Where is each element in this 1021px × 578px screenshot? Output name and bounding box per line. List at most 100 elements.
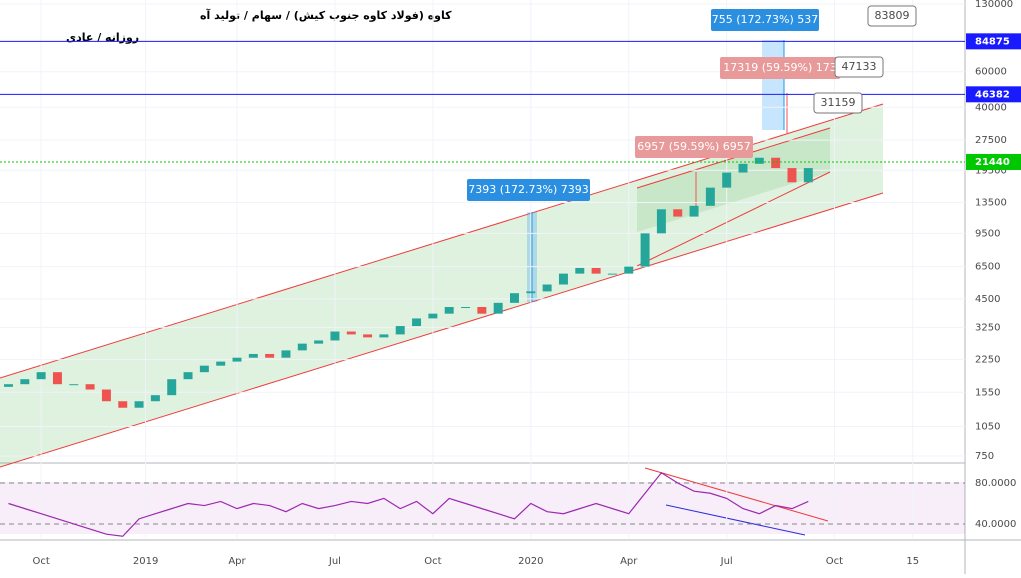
y-tick-label: 2250	[975, 355, 1000, 366]
candle	[738, 163, 748, 173]
candle	[477, 307, 487, 314]
y-tick-label: 60000	[975, 67, 1007, 78]
candle	[771, 157, 781, 169]
annotation-text: 53755 (172.73%) 53755	[698, 13, 833, 26]
candle	[183, 372, 193, 380]
candle	[575, 267, 585, 274]
y-tick-label: 1050	[975, 421, 1000, 432]
annotation-box	[635, 136, 753, 158]
candle	[428, 313, 438, 319]
candle	[150, 395, 160, 402]
y-tick-label: 19500	[975, 165, 1007, 176]
candle	[787, 168, 797, 183]
rsi-band	[0, 482, 965, 534]
candle	[52, 372, 62, 385]
candle	[101, 389, 111, 402]
channel-line	[636, 171, 831, 267]
candle	[754, 157, 764, 164]
annotation-text: 7393 (172.73%) 7393	[468, 183, 589, 196]
y-tick-label: 1550	[975, 387, 1000, 398]
chart-subtitle: روزانه / عادی	[66, 31, 139, 44]
trend-line	[644, 467, 829, 522]
channel-line	[0, 192, 884, 468]
candle	[20, 379, 30, 385]
candle	[232, 357, 242, 362]
rsi-tick-label: 80.0000	[975, 478, 1016, 489]
candle	[248, 353, 258, 358]
price-label: 84875	[975, 36, 1010, 47]
y-tick-label: 4500	[975, 294, 1000, 305]
rsi-tick-label: 40.0000	[975, 519, 1016, 530]
x-tick-label: Jul	[328, 556, 341, 567]
y-tick-label: 750	[975, 451, 994, 462]
x-tick-label: 2019	[133, 556, 158, 567]
price-label-box	[966, 86, 1021, 103]
channel-fill	[0, 104, 883, 467]
price-label: 46382	[975, 89, 1010, 100]
x-tick-label: Oct	[826, 556, 843, 567]
candle	[314, 340, 324, 344]
candle	[640, 233, 650, 267]
candle	[607, 273, 617, 275]
rsi-line	[8, 471, 809, 537]
channel-fill	[637, 128, 830, 232]
price-label-box	[966, 153, 1021, 170]
y-tick-label: 40000	[975, 102, 1007, 113]
candle	[395, 326, 405, 335]
candle	[69, 384, 79, 386]
chart-title: کاوه (فولاد کاوه جنوب کیش) / سهام / تولی…	[200, 8, 452, 22]
candle	[412, 318, 422, 327]
candle	[330, 331, 340, 341]
callout-text: 31159	[821, 96, 856, 109]
price-label-box	[966, 33, 1021, 50]
y-tick-label: 6500	[975, 262, 1000, 273]
candle	[36, 372, 46, 380]
annotation-box	[720, 57, 840, 79]
candle	[510, 293, 519, 303]
x-tick-label: Apr	[620, 556, 638, 567]
annotation-text: 6957 (59.59%) 6957	[637, 140, 751, 153]
candle	[803, 168, 813, 183]
y-tick-label: 27500	[975, 135, 1007, 146]
y-tick-label: 9500	[975, 228, 1000, 239]
candle	[444, 307, 454, 314]
candle	[167, 379, 177, 396]
candle	[493, 302, 503, 314]
price-label: 21440	[975, 157, 1010, 168]
candle	[526, 291, 536, 294]
candle	[673, 209, 683, 217]
candle	[118, 401, 128, 408]
annotation-box	[467, 179, 590, 201]
x-tick-label: Oct	[424, 556, 441, 567]
candle	[3, 384, 13, 387]
candle	[656, 209, 666, 234]
candle	[199, 365, 209, 373]
candle	[216, 361, 226, 366]
candle	[85, 384, 95, 390]
candle	[689, 205, 699, 217]
x-tick-label: Jul	[720, 556, 733, 567]
trend-line	[665, 504, 806, 536]
callout-box	[867, 5, 917, 27]
annotation-text: 17319 (59.59%) 173	[723, 61, 837, 74]
y-tick-label: 130000	[975, 0, 1013, 10]
candle	[297, 343, 307, 351]
y-tick-label: 13500	[975, 198, 1007, 209]
candle	[542, 284, 552, 292]
candle	[624, 266, 634, 274]
annotation-box	[711, 9, 819, 31]
candle	[281, 350, 291, 358]
measure-box	[762, 40, 784, 130]
candle	[134, 401, 144, 408]
candle	[558, 273, 568, 285]
candle	[363, 334, 373, 338]
candle	[379, 334, 389, 338]
x-tick-label: 15	[906, 556, 919, 567]
y-tick-label: 3250	[975, 322, 1000, 333]
callout-box	[813, 92, 863, 114]
candle	[591, 267, 601, 274]
x-tick-label: Apr	[228, 556, 246, 567]
callout-text: 47133	[842, 60, 877, 73]
callout-text: 83809	[875, 9, 910, 22]
